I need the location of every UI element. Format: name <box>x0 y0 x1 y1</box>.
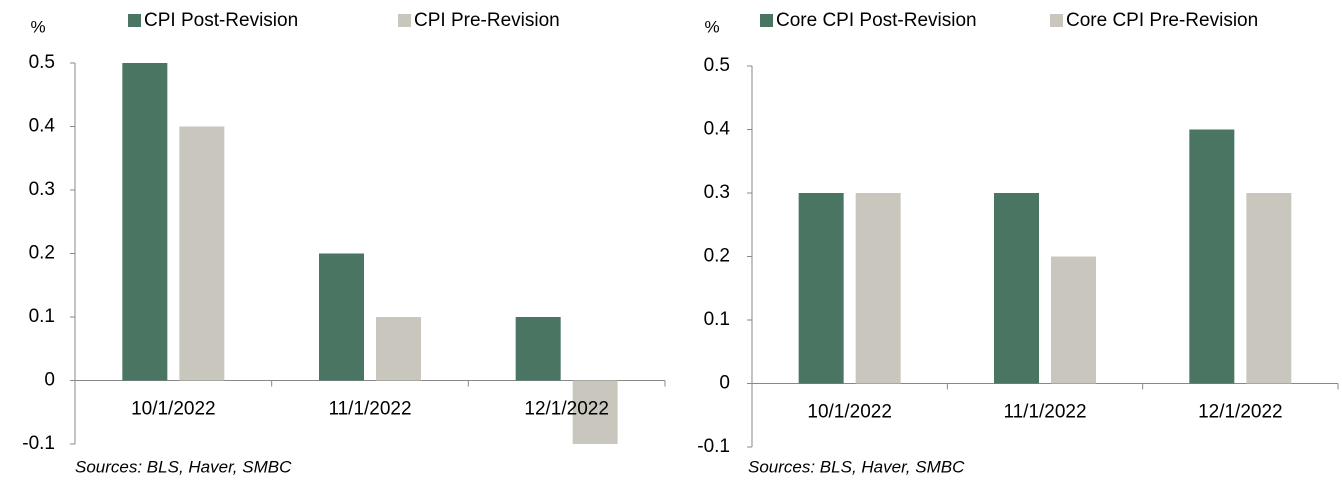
legend-label: Core CPI Post-Revision <box>776 10 977 31</box>
x-tick-label: 10/1/2022 <box>807 402 892 423</box>
y-axis-label: % <box>30 17 45 36</box>
y-tick-label: 0 <box>44 370 55 391</box>
y-tick-label: 0.3 <box>29 179 55 200</box>
legend-swatch <box>128 14 141 27</box>
bar <box>855 193 901 384</box>
legend-swatch <box>398 14 411 27</box>
bar <box>994 193 1039 384</box>
y-tick-label: 0.1 <box>704 309 730 330</box>
bar <box>572 380 618 444</box>
x-tick-label: 12/1/2022 <box>524 399 609 420</box>
y-tick-label: 0.3 <box>704 182 730 203</box>
legend-label: CPI Pre-Revision <box>414 10 560 31</box>
y-tick-label: 0.5 <box>29 52 55 73</box>
x-tick-label: 10/1/2022 <box>131 399 216 420</box>
y-tick-label: 0 <box>719 373 730 394</box>
legend-label: Core CPI Pre-Revision <box>1066 10 1258 31</box>
y-tick-label: 0.4 <box>29 116 56 137</box>
bar <box>1189 129 1235 384</box>
legend-swatch <box>760 14 773 27</box>
y-tick-label: 0.2 <box>704 246 730 267</box>
bar <box>122 63 168 381</box>
y-tick-label: -0.1 <box>697 436 730 457</box>
legend-swatch <box>1050 14 1063 27</box>
legend-label: CPI Post-Revision <box>144 10 298 31</box>
source-note: Sources: BLS, Haver, SMBC <box>75 457 292 476</box>
bar <box>515 317 561 381</box>
y-tick-label: 0.1 <box>29 306 55 327</box>
y-axis-label: % <box>704 17 719 36</box>
bar <box>319 253 364 381</box>
x-tick-label: 12/1/2022 <box>1198 402 1283 423</box>
bar <box>376 317 421 381</box>
y-tick-label: 0.5 <box>704 55 730 76</box>
x-tick-label: 11/1/2022 <box>328 399 411 420</box>
y-tick-label: 0.4 <box>704 119 731 140</box>
bar <box>179 126 225 381</box>
bar <box>798 193 844 384</box>
x-tick-label: 11/1/2022 <box>1003 402 1086 423</box>
y-tick-label: 0.2 <box>29 243 55 264</box>
bar <box>1246 193 1292 384</box>
bar <box>1051 256 1096 384</box>
y-tick-label: -0.1 <box>22 433 55 454</box>
source-note: Sources: BLS, Haver, SMBC <box>748 457 965 476</box>
